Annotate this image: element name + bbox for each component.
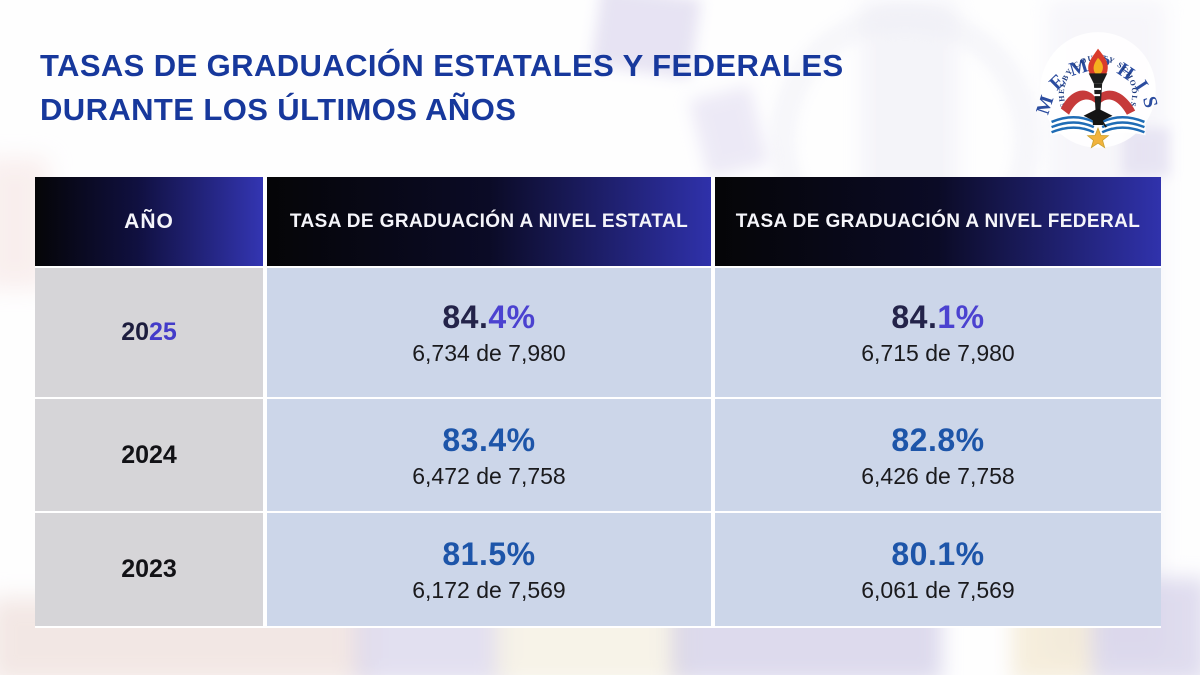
- year-text: 20: [121, 318, 149, 346]
- percent-accent: 4%: [488, 299, 536, 335]
- year-text: 2024: [121, 440, 177, 469]
- percent-accent: 1%: [937, 299, 985, 335]
- federal-rate-2025: 84.1% 6,715 de 7,980: [715, 268, 1161, 397]
- percent-value: 83.4%: [442, 421, 535, 459]
- page-title: TASAS DE GRADUACIÓN ESTATALES Y FEDERALE…: [40, 44, 844, 132]
- percent-main: 82.8%: [891, 421, 985, 458]
- ratio-detail: 6,426 de 7,758: [861, 462, 1015, 489]
- state-rate-2025: 84.4% 6,734 de 7,980: [267, 268, 711, 397]
- federal-rate-2024: 82.8% 6,426 de 7,758: [715, 399, 1161, 511]
- percent-main: 81.5%: [442, 536, 536, 572]
- percent-main: 80.1%: [891, 536, 985, 572]
- year-text-accent: 25: [149, 318, 177, 346]
- percent-value: 84.4%: [442, 298, 535, 336]
- ratio-detail: 6,734 de 7,980: [412, 340, 566, 366]
- year-cell-2024: 2024: [35, 399, 263, 511]
- percent-main: 84.: [442, 299, 489, 335]
- graduation-rate-table: AÑO TASA DE GRADUACIÓN A NIVEL ESTATAL T…: [35, 177, 1161, 628]
- state-rate-2023: 81.5% 6,172 de 7,569: [267, 513, 711, 626]
- ratio-detail: 6,472 de 7,758: [412, 462, 566, 489]
- percent-main: 84.: [891, 299, 938, 335]
- ratio-detail: 6,715 de 7,980: [861, 340, 1015, 366]
- federal-rate-2023: 80.1% 6,061 de 7,569: [715, 513, 1161, 626]
- star-shape: [1086, 127, 1110, 149]
- school-crest-icon: MEMPHIS SHELBY COUNTY SCHOOLS: [1033, 32, 1156, 149]
- ratio-detail: 6,061 de 7,569: [861, 577, 1015, 603]
- page-title-line2: DURANTE LOS ÚLTIMOS AÑOS: [40, 92, 517, 127]
- table-header-year: AÑO: [35, 177, 263, 266]
- year-cell-2023: 2023: [35, 513, 263, 626]
- state-rate-2024: 83.4% 6,472 de 7,758: [267, 399, 711, 511]
- percent-value: 82.8%: [891, 421, 984, 459]
- percent-value: 80.1%: [891, 535, 984, 573]
- year-text: 2023: [121, 555, 177, 583]
- ratio-detail: 6,172 de 7,569: [412, 577, 566, 603]
- year-cell-2025: 20 25: [35, 268, 263, 397]
- table-header-state: TASA DE GRADUACIÓN A NIVEL ESTATAL: [267, 177, 711, 266]
- page-title-line1: TASAS DE GRADUACIÓN ESTATALES Y FEDERALE…: [40, 48, 844, 83]
- memphis-schools-logo: MEMPHIS SHELBY COUNTY SCHOOLS: [1033, 28, 1160, 156]
- table-header-federal: TASA DE GRADUACIÓN A NIVEL FEDERAL: [715, 177, 1161, 266]
- percent-main: 83.4%: [442, 421, 536, 458]
- percent-value: 84.1%: [891, 298, 984, 336]
- percent-value: 81.5%: [442, 535, 535, 573]
